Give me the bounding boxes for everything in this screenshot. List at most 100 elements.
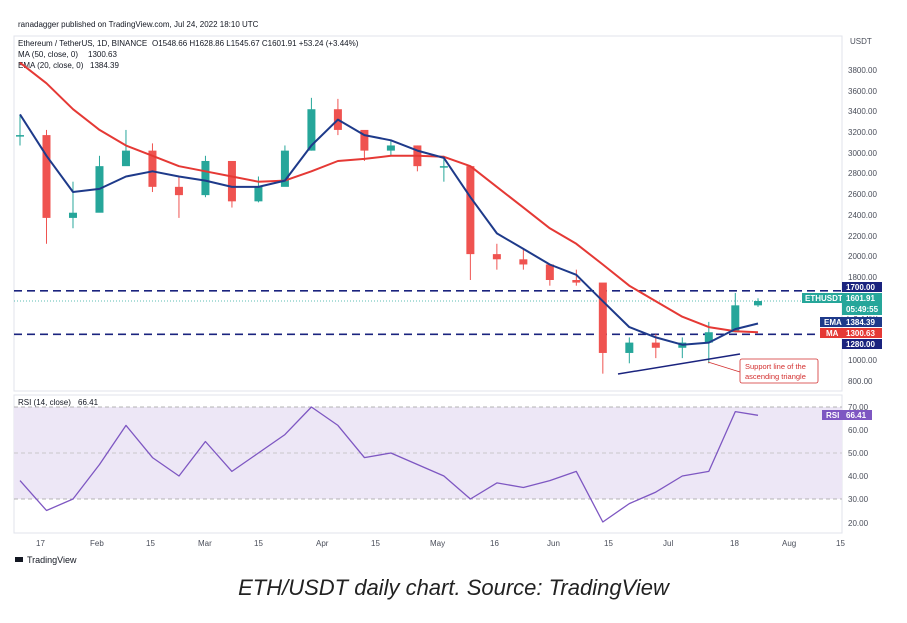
price-pane [13, 35, 843, 392]
candle-body [386, 145, 395, 151]
chart-canvas: ranadagger published on TradingView.com,… [13, 20, 882, 565]
candle-body [68, 212, 77, 218]
candle-body [731, 305, 740, 333]
ma-tag [820, 328, 842, 338]
price-tick: 2400.00 [848, 211, 877, 220]
time-tick: 15 [604, 539, 613, 548]
rsi-tick: 30.00 [848, 495, 869, 504]
time-tick: Jul [663, 539, 673, 548]
price-tick: 2200.00 [848, 232, 877, 241]
time-tick: 18 [730, 539, 739, 548]
candle-body [492, 254, 501, 260]
candle-body [598, 282, 607, 353]
time-tick: Jun [547, 539, 560, 548]
horizontal-levels [14, 290, 842, 336]
candle-body [174, 186, 183, 196]
ema-tag-label: EMA [824, 318, 842, 327]
candle-body [227, 160, 236, 202]
price-tick: 2000.00 [848, 252, 877, 261]
tv-logo-icon [15, 557, 23, 562]
candle-body [439, 166, 448, 168]
neckline-tag [842, 339, 882, 349]
annotation-pointer [707, 361, 741, 373]
price-tick: 1000.00 [848, 356, 877, 365]
rsi-axis: 70.00 60.00 50.00 40.00 30.00 20.00 [848, 403, 869, 528]
ma-value-tag [842, 328, 882, 338]
candle-body [651, 342, 660, 348]
candle-body [754, 301, 762, 306]
rsi-tick: 20.00 [848, 519, 869, 528]
candle-body [148, 150, 157, 187]
annotation-line-1: Support line of the [745, 362, 806, 371]
rsi-legend-value: 66.41 [78, 398, 99, 407]
candle-body [545, 264, 554, 280]
rsi-line [19, 406, 759, 523]
time-tick: 16 [490, 539, 499, 548]
candle-body [625, 342, 634, 353]
time-tick: 15 [254, 539, 263, 548]
candle-body [466, 166, 475, 255]
last-price-tag [842, 293, 882, 315]
price-tick: 2800.00 [848, 169, 877, 178]
rsi-tick: 60.00 [848, 426, 869, 435]
time-tick: 17 [36, 539, 45, 548]
price-tick: 3200.00 [848, 128, 877, 137]
ma-tag-label: MA [826, 329, 839, 338]
candle-body [704, 332, 713, 343]
time-tick: Feb [90, 539, 104, 548]
candle-body [254, 186, 263, 202]
symbol-tag [802, 293, 842, 303]
rsi-tick: 40.00 [848, 472, 869, 481]
time-tick: 15 [836, 539, 845, 548]
tradingview-logo[interactable]: TradingView [15, 555, 77, 565]
time-tick: Apr [316, 539, 329, 548]
annotation-line-2: ascending triangle [745, 372, 806, 381]
candle-body [42, 135, 51, 218]
rsi-tag [822, 410, 842, 420]
ma-legend-label: MA (50, close, 0) [18, 50, 78, 59]
price-tick: 1800.00 [848, 273, 877, 282]
price-tick: 2600.00 [848, 190, 877, 199]
neckline-tag-text: 1280.00 [846, 340, 875, 349]
currency-label: USDT [850, 37, 872, 46]
rsi-tag-value: 66.41 [846, 411, 867, 420]
candle-body [307, 109, 316, 151]
candle-body [360, 129, 369, 151]
time-axis: 17 Feb 15 Mar 15 Apr 15 May 16 Jun 15 Ju… [36, 539, 845, 548]
candle-body [16, 135, 24, 137]
time-tick: Mar [198, 539, 212, 548]
ema20-line [19, 113, 759, 346]
resistance-tag-text: 1700.00 [846, 283, 875, 292]
ma50-line [19, 61, 759, 334]
candle-body [572, 280, 581, 283]
support-trendline [617, 353, 741, 375]
price-tick: 3000.00 [848, 149, 877, 158]
ma-legend-value: 1300.63 [88, 50, 117, 59]
time-tick: 15 [371, 539, 380, 548]
candle-body [280, 150, 289, 187]
rsi-legend-label: RSI (14, close) [18, 398, 71, 407]
price-tick: 800.00 [848, 377, 873, 386]
resistance-tag [842, 282, 882, 292]
ema-value-tag [842, 317, 882, 327]
price-tick: 3400.00 [848, 107, 877, 116]
time-tick: 15 [146, 539, 155, 548]
countdown-text: 05:49:55 [846, 305, 879, 314]
ohlc-legend: O1548.66 H1628.86 L1545.67 C1601.91 +53.… [152, 39, 359, 48]
time-tick: May [430, 539, 445, 548]
ema-legend-label: EMA (20, close, 0) [18, 61, 84, 70]
ema-tag-value: 1384.39 [846, 318, 875, 327]
price-axis: 3800.00 3600.00 3400.00 3200.00 3000.00 … [848, 66, 877, 386]
symbol-tag-text: ETHUSDT [805, 294, 843, 303]
candle-body [519, 259, 528, 265]
figure-caption: ETH/USDT daily chart. Source: TradingVie… [238, 575, 669, 600]
rsi-tick: 50.00 [848, 449, 869, 458]
candle-body [201, 160, 210, 196]
price-tick: 3800.00 [848, 66, 877, 75]
rsi-tick: 70.00 [848, 403, 869, 412]
time-tick: Aug [782, 539, 796, 548]
last-price-text: 1601.91 [846, 294, 875, 303]
annotation-box [739, 358, 819, 384]
rsi-line-group [19, 406, 759, 523]
price-tick: 3600.00 [848, 87, 877, 96]
